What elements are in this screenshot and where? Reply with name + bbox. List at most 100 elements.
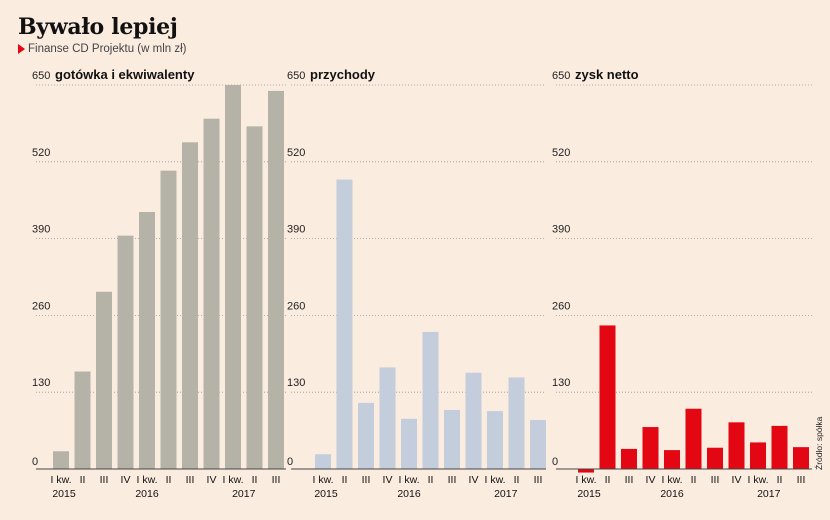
subtitle: Finanse CD Projektu (w mln zł) [18, 43, 186, 55]
year-label: 2016 [660, 488, 684, 500]
y-tick-label: 0 [552, 456, 558, 468]
year-label: 2016 [397, 488, 421, 500]
bar [117, 235, 134, 469]
bar [96, 291, 112, 469]
bar [225, 85, 241, 469]
bar [268, 90, 284, 470]
bar [530, 419, 546, 469]
x-tick-label: I kw. [484, 474, 505, 486]
bar [444, 409, 460, 469]
year-label: 2017 [757, 488, 781, 500]
x-tick-label: II [605, 474, 611, 486]
y-tick-label: 520 [32, 147, 50, 159]
bar [487, 411, 503, 469]
year-label: 2015 [52, 488, 76, 500]
x-tick-label: I kw. [661, 474, 682, 486]
bar [203, 118, 220, 470]
bar [53, 451, 69, 469]
x-tick-label: IV [469, 474, 479, 486]
y-tick-label: 650 [287, 70, 305, 82]
bar [336, 179, 353, 469]
y-tick-label: 260 [287, 300, 305, 312]
y-tick-label: 260 [32, 300, 50, 312]
bar [793, 447, 809, 469]
panel-title: przychody [310, 67, 376, 82]
y-tick-label: 390 [32, 224, 50, 236]
red-triangle-icon [18, 44, 25, 54]
x-tick-label: III [534, 474, 543, 486]
bar [358, 402, 374, 469]
source-note: Źródło: spółka [814, 416, 824, 470]
panel-title: zysk netto [575, 67, 639, 82]
y-tick-label: 390 [552, 224, 570, 236]
panel-title: gotówka i ekwiwalenty [55, 67, 195, 82]
bar [401, 418, 417, 469]
x-tick-label: III [797, 474, 806, 486]
x-tick-label: I kw. [312, 474, 333, 486]
bar [750, 442, 766, 469]
bar [465, 372, 482, 469]
x-tick-label: IV [646, 474, 656, 486]
bar [578, 469, 594, 473]
x-tick-label: I kw. [398, 474, 419, 486]
year-label: 2015 [314, 488, 338, 500]
bar [182, 142, 198, 469]
x-tick-label: I kw. [747, 474, 768, 486]
x-tick-label: III [362, 474, 371, 486]
bar [315, 454, 331, 469]
x-tick-label: IV [383, 474, 393, 486]
bar [139, 212, 155, 469]
y-tick-label: 650 [32, 70, 50, 82]
x-tick-label: IV [732, 474, 742, 486]
bar [685, 408, 702, 469]
x-tick-label: III [272, 474, 281, 486]
bar [728, 422, 745, 469]
y-tick-label: 0 [32, 456, 38, 468]
x-tick-label: I kw. [222, 474, 243, 486]
bar [642, 427, 659, 469]
y-tick-label: 520 [552, 147, 570, 159]
chart-title: Bywało lepiej [18, 14, 178, 40]
x-tick-label: II [166, 474, 172, 486]
x-tick-label: II [428, 474, 434, 486]
bar [422, 331, 439, 469]
year-label: 2015 [577, 488, 601, 500]
x-tick-label: I kw. [575, 474, 596, 486]
y-tick-label: 130 [552, 377, 570, 389]
x-tick-label: II [777, 474, 783, 486]
x-tick-label: I kw. [50, 474, 71, 486]
x-tick-label: I kw. [136, 474, 157, 486]
bar [771, 425, 788, 469]
x-tick-label: II [514, 474, 520, 486]
x-tick-label: II [80, 474, 86, 486]
y-tick-label: 260 [552, 300, 570, 312]
bar [707, 447, 723, 469]
bar [621, 448, 637, 469]
y-tick-label: 390 [287, 224, 305, 236]
bar [379, 367, 396, 469]
bar [74, 371, 91, 469]
x-tick-label: III [711, 474, 720, 486]
x-tick-label: IV [121, 474, 131, 486]
bar [508, 377, 525, 469]
y-tick-label: 130 [32, 377, 50, 389]
x-tick-label: III [100, 474, 109, 486]
x-tick-label: III [448, 474, 457, 486]
x-tick-label: III [625, 474, 634, 486]
bar [599, 325, 616, 469]
subtitle-text: Finanse CD Projektu (w mln zł) [28, 43, 187, 55]
bar [160, 170, 177, 469]
y-tick-label: 650 [552, 70, 570, 82]
bar [664, 450, 680, 469]
x-tick-label: II [342, 474, 348, 486]
bar [246, 126, 263, 469]
year-label: 2017 [494, 488, 518, 500]
y-tick-label: 130 [287, 377, 305, 389]
y-tick-label: 520 [287, 147, 305, 159]
year-label: 2016 [135, 488, 159, 500]
x-tick-label: II [691, 474, 697, 486]
year-label: 2017 [232, 488, 256, 500]
x-tick-label: III [186, 474, 195, 486]
y-tick-label: 0 [287, 456, 293, 468]
